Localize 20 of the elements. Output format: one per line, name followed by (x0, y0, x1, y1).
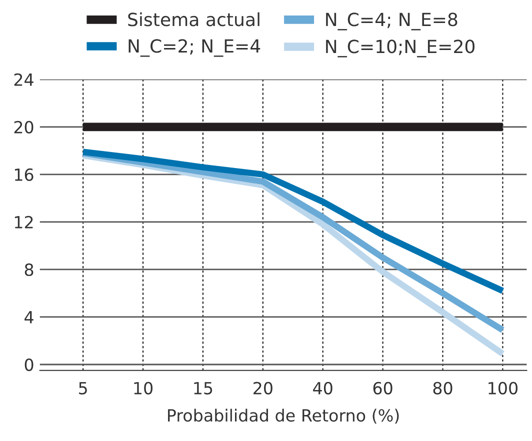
legend-label: N_C=4; N_E=8 (326, 12, 458, 30)
x-tick-label: 80 (433, 382, 452, 394)
legend-label: Sistema actual (128, 12, 260, 26)
y-tick-label: 8 (24, 263, 34, 276)
y-tick-label: 4 (24, 311, 34, 324)
x-axis-title: Probabilidad de Retorno (%) (168, 408, 399, 424)
x-tick-label: 5 (79, 382, 87, 394)
x-tick-label: 60 (373, 382, 392, 394)
legend-label: N_C=2; N_E=4 (128, 39, 260, 57)
legend-label: N_C=10;N_E=20 (326, 40, 474, 58)
x-tick-label: 10 (134, 382, 153, 394)
y-tick-label: 20 (14, 120, 34, 134)
x-tick-label: 100 (488, 382, 518, 394)
y-tick-label: 16 (14, 168, 34, 181)
x-tick-label: 15 (194, 382, 212, 394)
y-tick-label: 12 (14, 216, 33, 228)
x-tick-label: 40 (313, 382, 332, 394)
y-tick-label: 24 (14, 73, 34, 86)
y-tick-label: 0 (24, 358, 34, 372)
x-tick-label: 20 (254, 382, 272, 394)
